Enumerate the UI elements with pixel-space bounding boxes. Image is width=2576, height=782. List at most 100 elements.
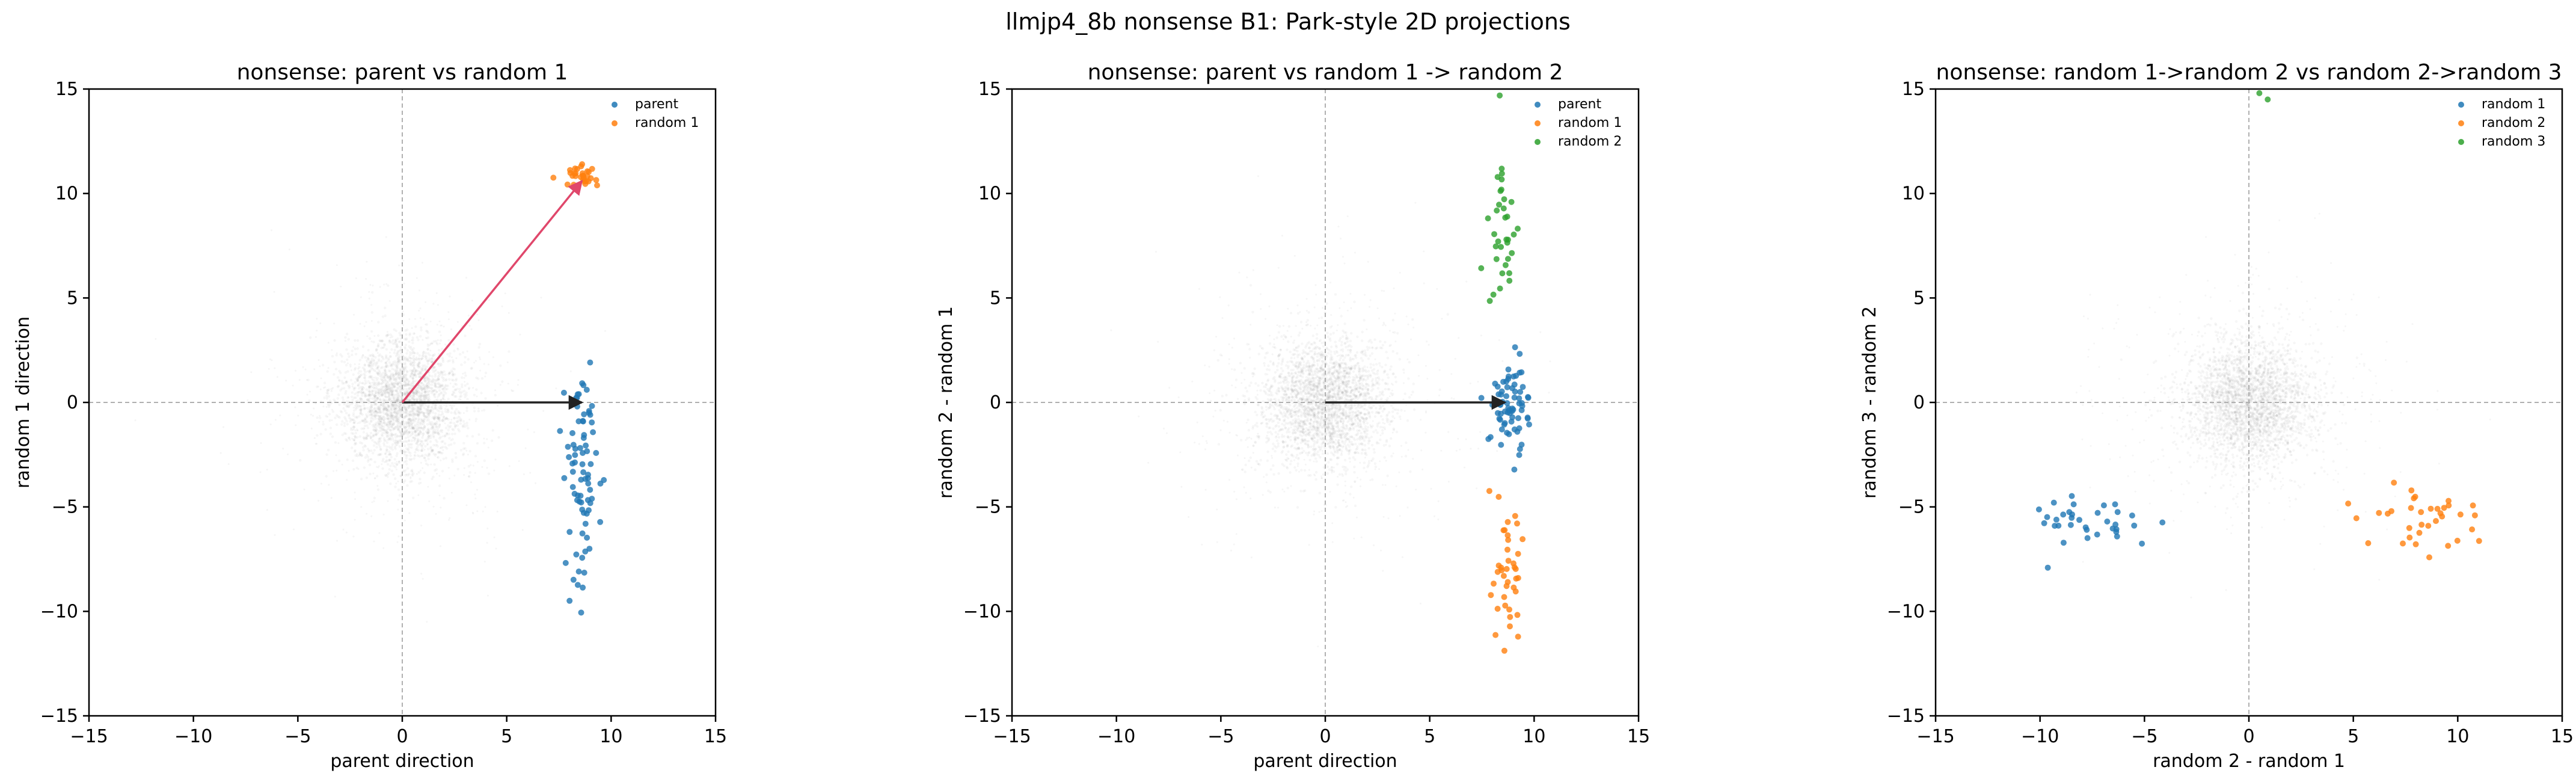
cloud-point [1259,389,1262,392]
cloud-point [393,363,396,366]
cloud-point [449,383,452,384]
cloud-point [387,391,390,395]
cloud-point [396,360,400,363]
cloud-point [373,335,376,337]
cloud-point [411,430,414,433]
cloud-point [420,387,423,391]
cloud-point [399,340,402,343]
cloud-point [1329,333,1332,336]
cloud-point [325,397,329,400]
cloud-point [438,330,441,333]
cloud-point [343,360,346,364]
cloud-point [422,432,425,435]
cloud-point [327,388,330,391]
cloud-point [418,410,421,413]
cloud-point [382,442,385,445]
cloud-point [345,432,348,436]
cloud-point [408,512,411,514]
cloud-point [442,394,446,397]
cloud-point [1243,367,1246,370]
cloud-point [432,443,435,447]
cloud-point [1330,419,1334,422]
cloud-point [360,373,363,377]
cloud-point [394,404,397,407]
cloud-point [1331,393,1334,396]
cloud-point [373,440,376,444]
cloud-point [351,391,354,394]
cloud-point [333,322,336,325]
cloud-point [1314,457,1317,460]
cloud-point [388,423,391,426]
cloud-point [325,475,328,478]
cloud-point [297,414,299,417]
cloud-point [1349,493,1352,496]
cloud-point [1369,354,1372,357]
cloud-point [379,429,383,432]
cloud-point [360,454,363,457]
cloud-point [354,347,357,351]
cloud-point [367,376,371,379]
cloud-point [360,454,363,457]
cloud-point [406,410,409,412]
cloud-point [382,402,385,405]
cloud-point [317,499,320,502]
cloud-point [1247,418,1250,422]
cloud-point [1366,426,1370,429]
cloud-point [382,428,385,431]
cloud-point [402,379,406,383]
cloud-point [399,425,402,428]
cloud-point [348,355,351,359]
cloud-point [444,426,448,429]
cloud-point [346,353,350,356]
cloud-point [376,414,379,417]
cloud-point [384,473,387,477]
cloud-point [440,506,442,509]
cloud-point [429,320,432,322]
cloud-point [421,447,424,450]
cloud-point [390,388,393,392]
cloud-point [447,467,450,469]
cloud-point [486,467,488,469]
cloud-point [431,387,434,390]
x-tick-label: 5 [501,726,512,747]
cloud-point [412,496,415,499]
legend-label: random 1 [635,115,699,131]
cloud-point [364,419,367,422]
cloud-point [422,351,425,354]
cloud-point [462,442,465,445]
cloud-point [484,506,486,508]
cloud-point [419,430,422,434]
cloud-point [1277,442,1280,445]
cloud-point [266,509,268,511]
cloud-point [494,389,497,392]
cloud-point [379,420,382,423]
cloud-point [432,366,435,369]
cloud-point [406,349,409,352]
cloud-point [1386,383,1389,386]
cloud-point [1250,381,1253,384]
cloud-point [453,392,456,395]
cloud-point [467,358,470,361]
cloud-point [484,371,488,375]
cloud-point [1390,437,1393,440]
cloud-point [413,437,417,440]
data-point [583,510,590,517]
cloud-point [448,437,451,440]
cloud-point [370,304,373,306]
cloud-point [357,390,360,393]
cloud-point [470,328,473,330]
cloud-point [367,363,370,366]
cloud-point [1379,346,1382,349]
cloud-point [407,407,409,410]
cloud-point [1299,433,1302,437]
data-point [594,182,600,189]
cloud-point [411,413,414,416]
cloud-point [380,382,383,386]
cloud-point [396,363,399,366]
cloud-point [465,406,468,410]
cloud-point [1316,440,1319,443]
cloud-point [407,421,410,424]
cloud-point [1354,354,1357,357]
cloud-point [1342,419,1345,423]
cloud-point [377,358,381,361]
